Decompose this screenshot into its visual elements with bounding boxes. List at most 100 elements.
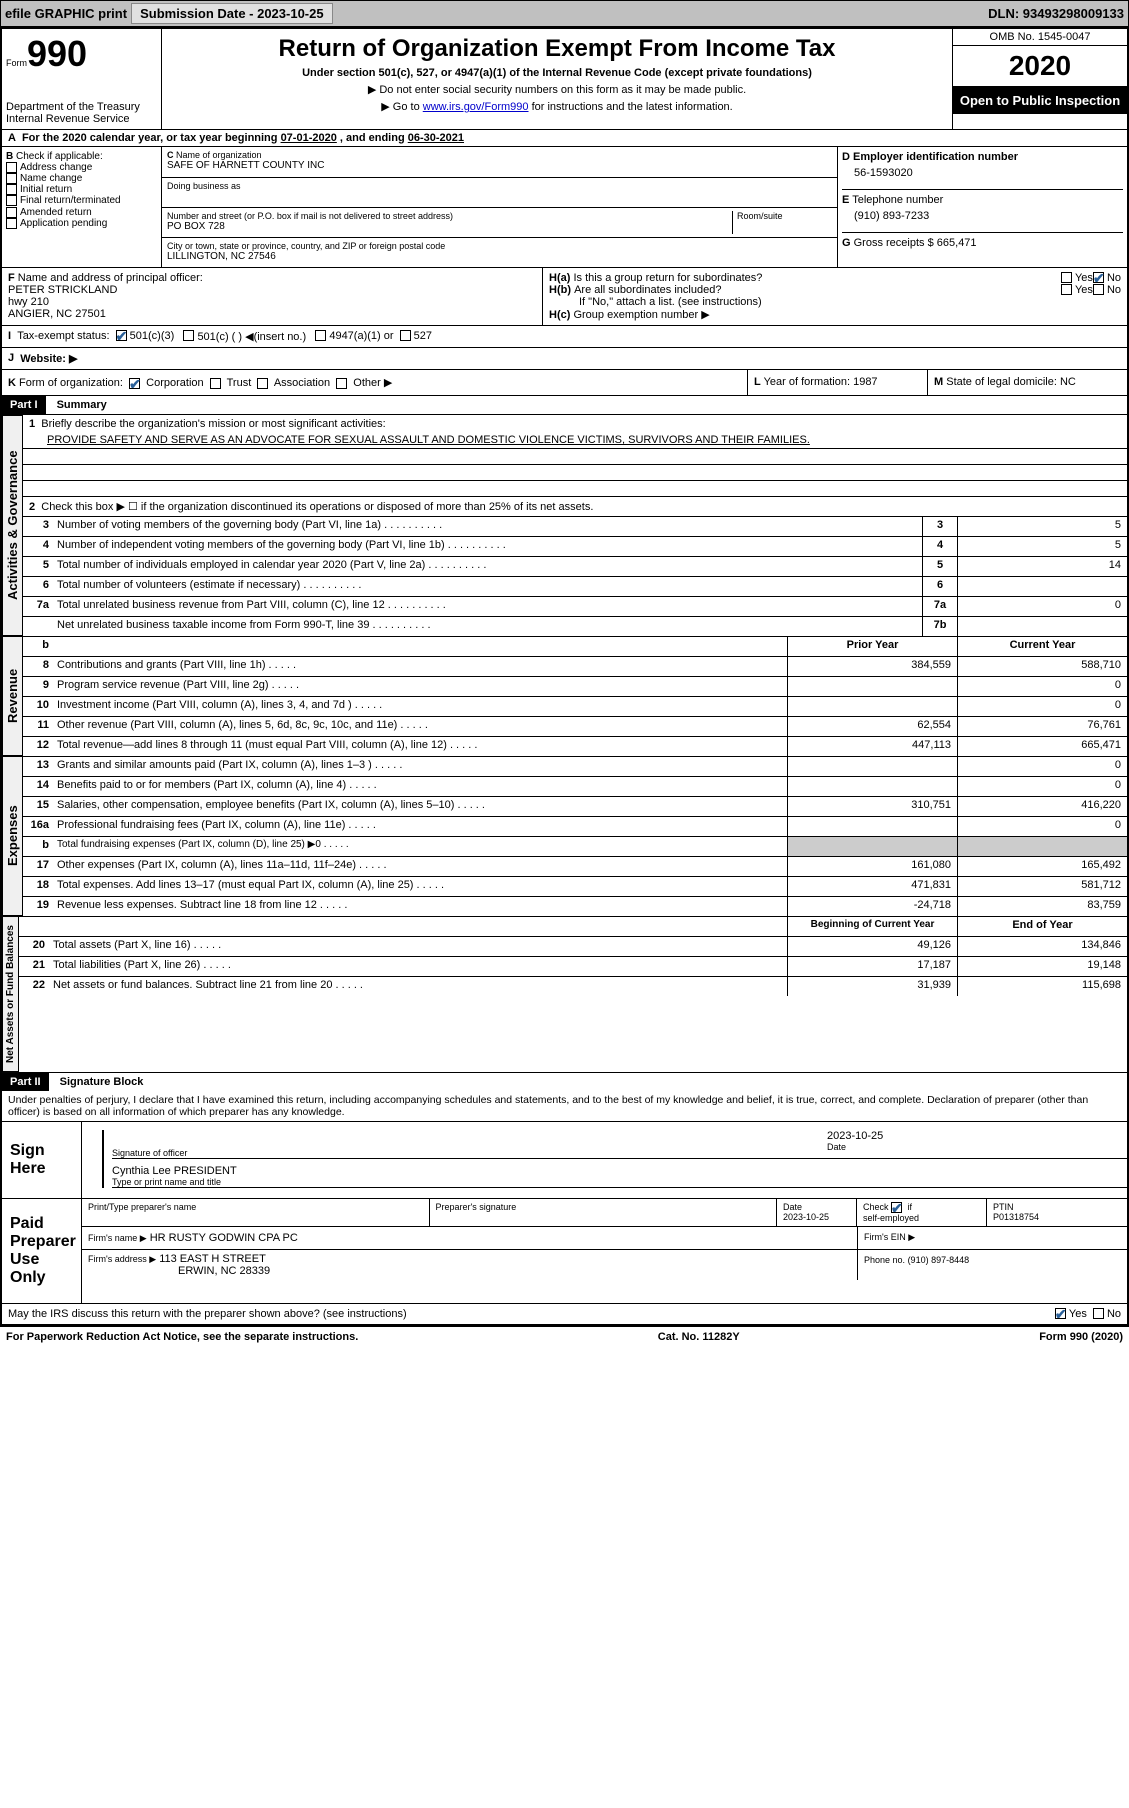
officer-addr1: hwy 210: [8, 296, 536, 308]
summary-row: 14Benefits paid to or for members (Part …: [23, 776, 1127, 796]
firm-name-cell: Firm's name ▶ HR RUSTY GODWIN CPA PC: [82, 1227, 857, 1249]
chk-address-change[interactable]: Address change: [6, 162, 157, 173]
form-note1: ▶ Do not enter social security numbers o…: [168, 83, 946, 96]
part-i-badge: Part I: [2, 396, 46, 414]
mission-label: Briefly describe the organization's miss…: [41, 418, 385, 430]
line2-text: Check this box ▶ ☐ if the organization d…: [41, 501, 593, 513]
note2-pre: ▶ Go to: [381, 101, 422, 113]
chk-corp[interactable]: [129, 378, 140, 389]
summary-row: 15Salaries, other compensation, employee…: [23, 796, 1127, 816]
chk-501c3[interactable]: [116, 330, 127, 341]
discuss-yes[interactable]: [1055, 1308, 1066, 1319]
current-year-header: Current Year: [957, 637, 1127, 656]
summary-row: bTotal fundraising expenses (Part IX, co…: [23, 836, 1127, 856]
footer-right: Form 990 (2020): [1039, 1331, 1123, 1343]
part-i-header-row: Part I Summary: [2, 395, 1127, 414]
form990-link[interactable]: www.irs.gov/Form990: [423, 101, 529, 113]
chk-application-pending[interactable]: Application pending: [6, 218, 157, 229]
section-klm: K Form of organization: Corporation Trus…: [2, 369, 1127, 395]
chk-initial-return[interactable]: Initial return: [6, 184, 157, 195]
h-a-no[interactable]: [1093, 272, 1104, 283]
ptin-cell: PTINP01318754: [987, 1199, 1127, 1226]
discuss-no[interactable]: [1093, 1308, 1104, 1319]
prep-date-cell: Date2023-10-25: [777, 1199, 857, 1226]
form-number: 990: [27, 33, 87, 74]
sign-here-label: Sign Here: [2, 1122, 82, 1198]
summary-row: 19Revenue less expenses. Subtract line 1…: [23, 896, 1127, 916]
discuss-row: May the IRS discuss this return with the…: [2, 1303, 1127, 1324]
governance-section: Activities & Governance 1 Briefly descri…: [2, 414, 1127, 636]
part-ii-badge: Part II: [2, 1073, 49, 1091]
chk-trust[interactable]: [210, 378, 221, 389]
city-label: City or town, state or province, country…: [167, 241, 832, 251]
omb-number: OMB No. 1545-0047: [953, 29, 1127, 46]
h-b-yes[interactable]: [1061, 284, 1072, 295]
chk-amended-return[interactable]: Amended return: [6, 207, 157, 218]
type-name-label: Type or print name and title: [112, 1177, 1127, 1187]
gross-label: Gross receipts $: [854, 237, 934, 249]
section-bcdefg: B Check if applicable: Address change Na…: [2, 146, 1127, 267]
box-d-e-g: D Employer identification number 56-1593…: [837, 147, 1127, 267]
section-a-period: A For the 2020 calendar year, or tax yea…: [2, 129, 1127, 146]
website-label: Website: ▶: [20, 352, 77, 365]
box-c: C Name of organization SAFE OF HARNETT C…: [162, 147, 837, 267]
box-f: F Name and address of principal officer:…: [2, 268, 542, 325]
dept-label: Department of the Treasury Internal Reve…: [6, 101, 157, 125]
sign-here-block: Sign Here Signature of officer 2023-10-2…: [2, 1121, 1127, 1198]
section-i: I Tax-exempt status: 501(c)(3) 501(c) ( …: [2, 325, 1127, 347]
penalty-text: Under penalties of perjury, I declare th…: [2, 1091, 1127, 1121]
revenue-tab: Revenue: [2, 636, 23, 756]
page-footer: For Paperwork Reduction Act Notice, see …: [0, 1326, 1129, 1347]
footer-center: Cat. No. 11282Y: [658, 1331, 740, 1343]
chk-other[interactable]: [336, 378, 347, 389]
h-b-note: If "No," attach a list. (see instruction…: [549, 296, 1121, 308]
self-employed: Check ifself-employed: [857, 1199, 987, 1226]
mission-text: PROVIDE SAFETY AND SERVE AS AN ADVOCATE …: [47, 434, 810, 446]
name-label: Name of organization: [176, 150, 262, 160]
col-header-row: b Prior Year Current Year: [23, 636, 1127, 656]
part-ii-title: Signature Block: [52, 1076, 144, 1088]
sig-date-label: Date: [827, 1142, 1127, 1152]
part-ii-header-row: Part II Signature Block: [2, 1072, 1127, 1091]
chk-4947[interactable]: [315, 330, 326, 341]
summary-row: 11Other revenue (Part VIII, column (A), …: [23, 716, 1127, 736]
chk-527[interactable]: [400, 330, 411, 341]
summary-row: 3Number of voting members of the governi…: [23, 516, 1127, 536]
box-h: H(a) Is this a group return for subordin…: [542, 268, 1127, 325]
end-year-header: End of Year: [957, 917, 1127, 936]
discuss-text: May the IRS discuss this return with the…: [8, 1308, 1055, 1320]
part-i-title: Summary: [49, 399, 107, 411]
phone-label: Telephone number: [852, 194, 943, 206]
chk-501c[interactable]: [183, 330, 194, 341]
form-990: Form990 Department of the Treasury Inter…: [0, 27, 1129, 1326]
header-right: OMB No. 1545-0047 2020 Open to Public In…: [952, 29, 1127, 129]
chk-name-change[interactable]: Name change: [6, 173, 157, 184]
box-m: M State of legal domicile: NC: [927, 370, 1127, 395]
summary-row: Net unrelated business taxable income fr…: [23, 616, 1127, 636]
h-b-label: Are all subordinates included?: [574, 284, 1061, 296]
summary-row: 18Total expenses. Add lines 13–17 (must …: [23, 876, 1127, 896]
h-b-no[interactable]: [1093, 284, 1104, 295]
chk-self-employed[interactable]: [891, 1202, 902, 1213]
summary-row: 20Total assets (Part X, line 16) . . . .…: [19, 936, 1127, 956]
form-title: Return of Organization Exempt From Incom…: [168, 35, 946, 63]
summary-row: 13Grants and similar amounts paid (Part …: [23, 756, 1127, 776]
h-a-label: Is this a group return for subordinates?: [573, 272, 1061, 284]
netassets-tab: Net Assets or Fund Balances: [2, 916, 19, 1072]
officer-printed-name: Cynthia Lee PRESIDENT: [112, 1165, 1127, 1177]
summary-row: 17Other expenses (Part IX, column (A), l…: [23, 856, 1127, 876]
summary-row: 12Total revenue—add lines 8 through 11 (…: [23, 736, 1127, 756]
firm-phone-cell: Phone no. (910) 897-8448: [857, 1250, 1127, 1280]
submission-date-button[interactable]: Submission Date - 2023-10-25: [131, 3, 333, 24]
note2-post: for instructions and the latest informat…: [529, 101, 733, 113]
firm-ein-cell: Firm's EIN ▶: [857, 1227, 1127, 1249]
chk-final-return[interactable]: Final return/terminated: [6, 195, 157, 206]
officer-name: PETER STRICKLAND: [8, 284, 536, 296]
chk-assoc[interactable]: [257, 378, 268, 389]
summary-row: 10Investment income (Part VIII, column (…: [23, 696, 1127, 716]
box-l: L Year of formation: 1987: [747, 370, 927, 395]
summary-row: 21Total liabilities (Part X, line 26) . …: [19, 956, 1127, 976]
netassets-section: Net Assets or Fund Balances Beginning of…: [2, 916, 1127, 1072]
summary-row: 6Total number of volunteers (estimate if…: [23, 576, 1127, 596]
h-a-yes[interactable]: [1061, 272, 1072, 283]
